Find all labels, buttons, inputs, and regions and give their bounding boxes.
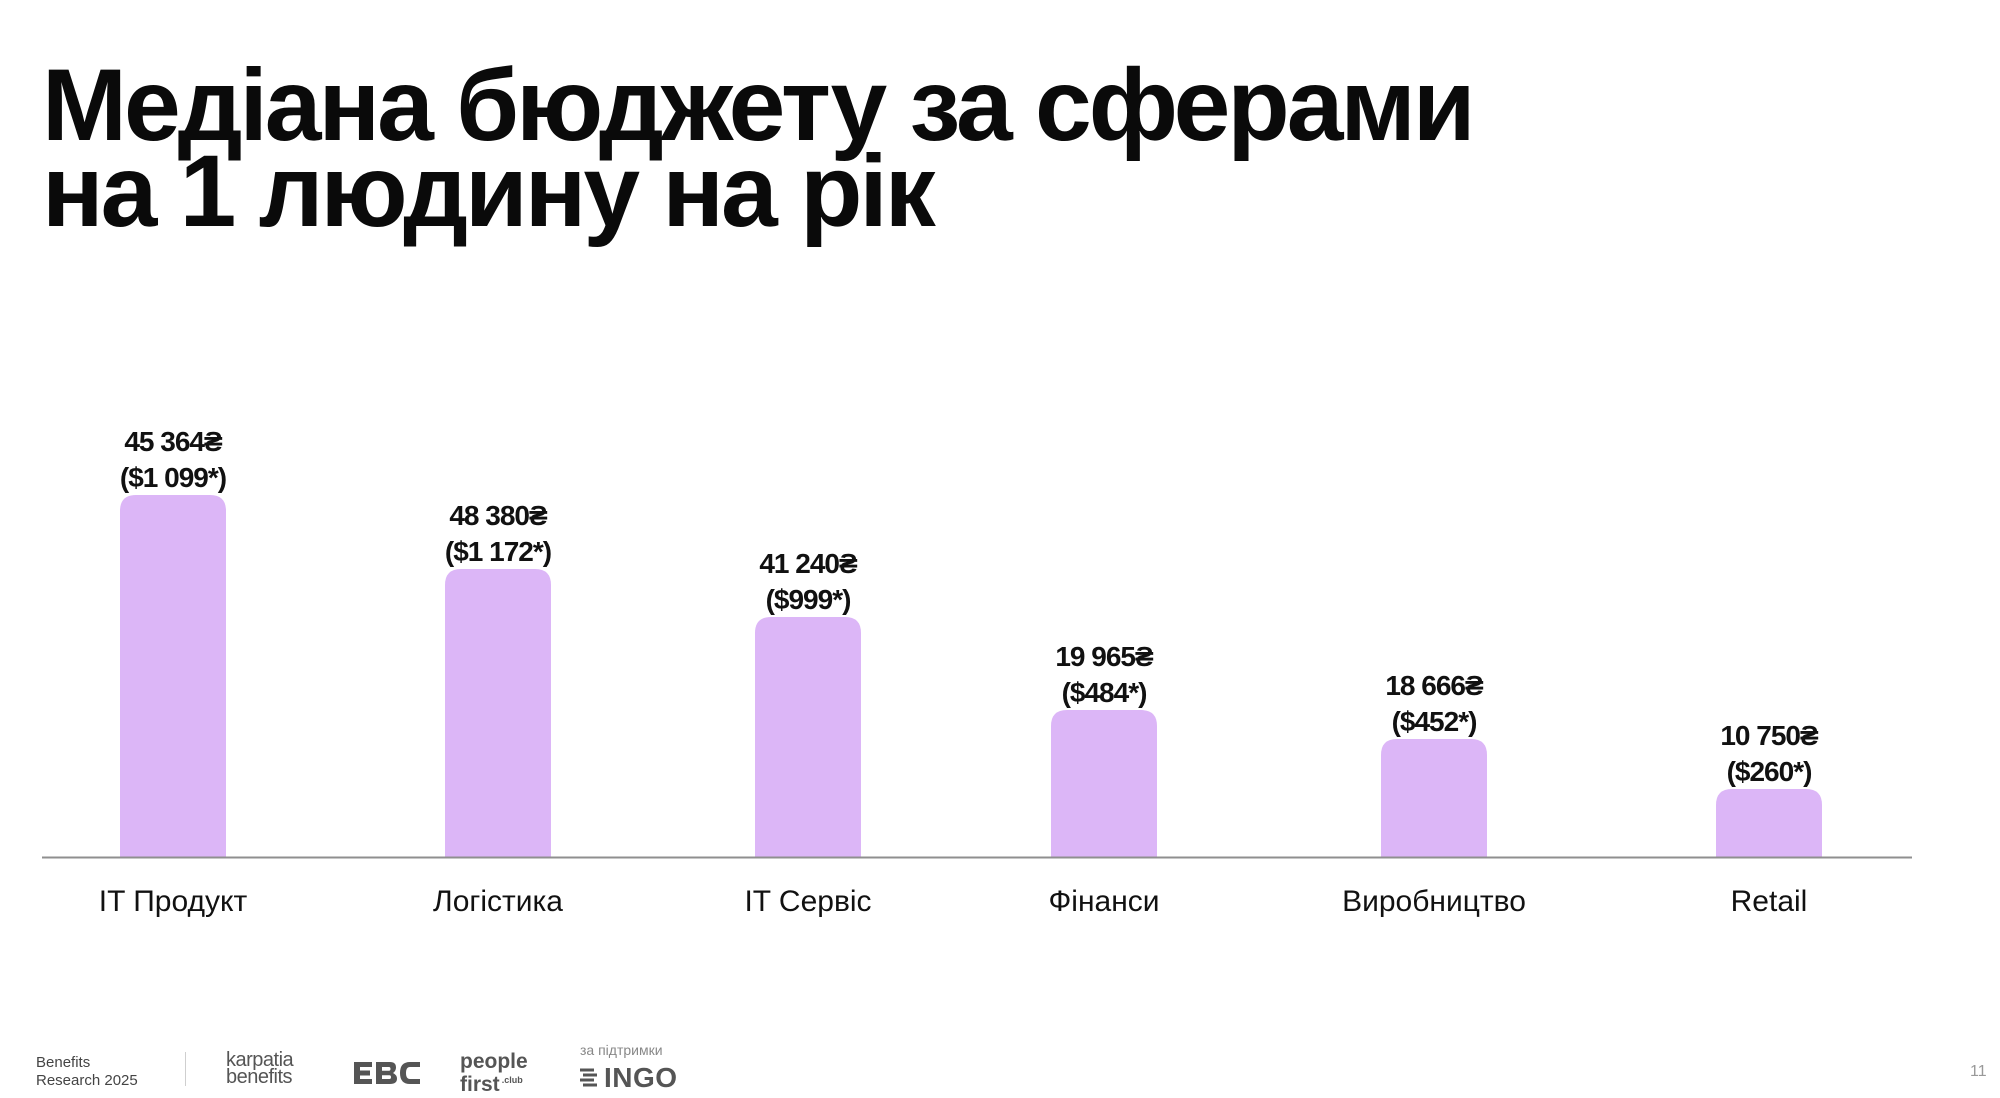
ingo-logo-text: INGO	[604, 1062, 678, 1093]
category-label-3: IT Сервіс	[744, 885, 871, 918]
usd-label-1: ($1 099*)	[120, 462, 226, 493]
page-number: 11	[1970, 1063, 1987, 1080]
people-logo-club: .club	[501, 1075, 523, 1085]
bar-6	[1716, 789, 1822, 857]
people-first-logo: people first .club	[460, 1050, 528, 1096]
value-label-3: 41 240₴	[759, 548, 858, 579]
footer-research-line-2: Research 2025	[36, 1072, 138, 1089]
people-logo-line-2: first .club	[460, 1071, 528, 1096]
footer: Benefits Research 2025 karpatia benefits…	[0, 1030, 2000, 1098]
bar-4	[1051, 710, 1157, 857]
karpatia-benefits-logo: karpatia benefits	[226, 1049, 294, 1088]
value-label-1: 45 364₴	[124, 426, 223, 457]
support-label: за підтримки	[580, 1042, 663, 1058]
people-logo-first: first	[460, 1073, 500, 1096]
footer-research-label: Benefits Research 2025	[36, 1054, 138, 1090]
category-label-2: Логістика	[433, 885, 563, 918]
bar-2	[445, 569, 551, 857]
bar-1	[120, 495, 226, 857]
usd-label-6: ($260*)	[1727, 756, 1812, 787]
bar-5	[1381, 739, 1487, 857]
usd-label-4: ($484*)	[1062, 677, 1147, 708]
title-line-1: Медіана бюджету за сферами	[42, 48, 1476, 162]
karpatia-logo-line-2: benefits	[226, 1066, 293, 1088]
usd-label-5: ($452*)	[1392, 706, 1477, 737]
usd-label-2: ($1 172*)	[445, 536, 551, 567]
karpatia-logo-line-1: karpatia	[226, 1049, 294, 1071]
bar-3	[755, 617, 861, 857]
ebc-logo	[354, 1062, 420, 1084]
footer-research-line-1: Benefits	[36, 1054, 91, 1071]
page-title: Медіана бюджету за сферами на 1 людину н…	[42, 48, 1476, 248]
ingo-mark-icon	[580, 1068, 597, 1087]
value-label-6: 10 750₴	[1720, 720, 1819, 751]
value-label-5: 18 666₴	[1385, 670, 1484, 701]
category-label-5: Виробництво	[1342, 885, 1526, 918]
category-label-4: Фінанси	[1048, 885, 1159, 918]
category-label-6: Retail	[1731, 885, 1808, 918]
category-label-1: IT Продукт	[99, 885, 248, 918]
bar-chart: 45 364₴ ($1 099*) IT Продукт 48 380₴ ($1 172…	[42, 426, 1912, 918]
value-label-2: 48 380₴	[449, 500, 548, 531]
usd-label-3: ($999*)	[766, 584, 851, 615]
value-label-4: 19 965₴	[1055, 641, 1154, 672]
people-logo-line-1: people	[460, 1050, 528, 1073]
footer-divider	[185, 1052, 186, 1086]
title-line-2: на 1 людину на рік	[42, 134, 936, 248]
